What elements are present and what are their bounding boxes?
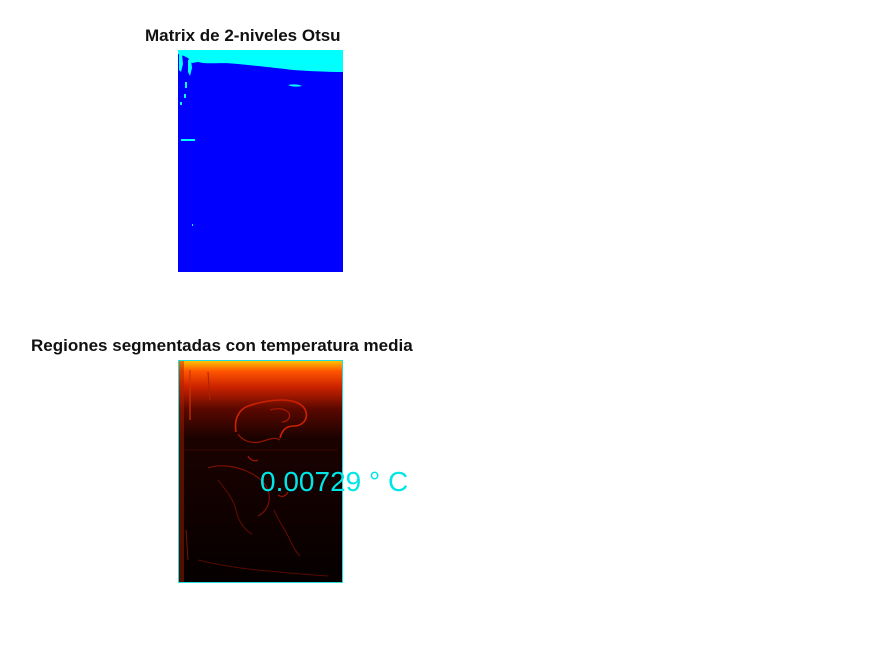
edge-bottom-contour xyxy=(197,559,329,577)
heat-background xyxy=(178,360,343,583)
otsu-matrix-title: Matrix de 2-niveles Otsu xyxy=(145,26,341,45)
otsu-two-level-svg xyxy=(178,50,343,272)
cyan-left-edge xyxy=(179,54,183,72)
cyan-speck-1 xyxy=(185,82,187,88)
cyan-left-streak xyxy=(188,59,192,76)
panel-border xyxy=(178,360,343,583)
segmented-heat-svg xyxy=(178,360,343,583)
edge-contour-5 xyxy=(217,479,253,535)
otsu-two-level-image xyxy=(178,50,343,272)
edge-contour-1 xyxy=(234,399,308,439)
cyan-top-region xyxy=(178,50,343,72)
edge-left-vertical-2 xyxy=(207,371,211,401)
cyan-speck-2 xyxy=(184,94,186,98)
edge-contour-6 xyxy=(273,509,301,557)
cyan-speck-4 xyxy=(192,224,193,226)
segmented-heat-image xyxy=(178,360,343,583)
edge-contour-2 xyxy=(269,408,291,423)
edge-contour-3 xyxy=(237,433,281,444)
cyan-small-blob xyxy=(288,84,302,87)
cyan-horizontal-line xyxy=(181,139,195,141)
mean-temperature-label: 0.00729 ° C xyxy=(260,466,409,497)
edge-small-2 xyxy=(277,491,289,498)
segmented-regions-title: Regiones segmentadas con temperatura med… xyxy=(31,336,413,355)
edge-left-bottom xyxy=(185,529,189,561)
left-edge-glow xyxy=(178,360,184,583)
blue-region xyxy=(178,50,343,272)
edge-small-1 xyxy=(247,455,259,462)
edge-contour-4 xyxy=(207,465,270,517)
cyan-speck-3 xyxy=(180,102,182,105)
